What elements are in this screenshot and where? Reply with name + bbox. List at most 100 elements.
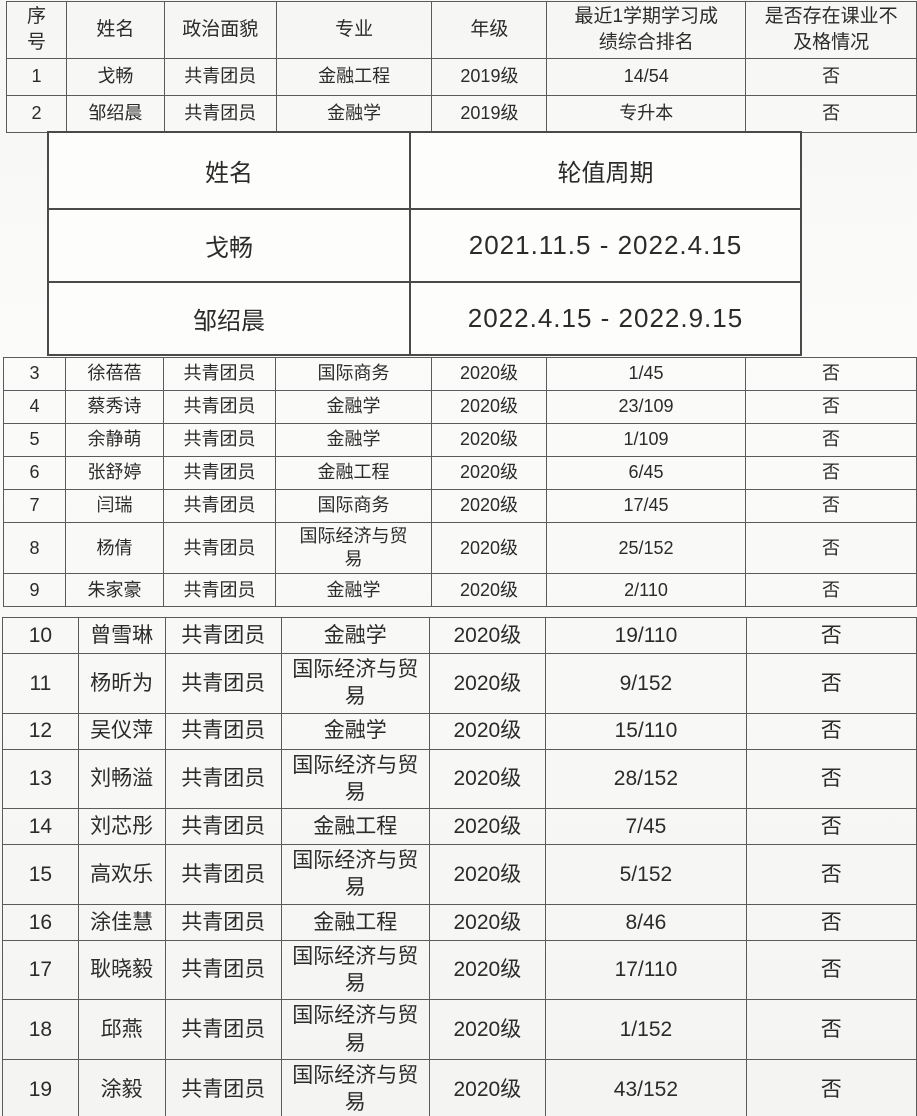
roster-header-row: 序 号 姓名 政治面貌 专业 年级 最近1学期学习成 绩综合排名 是否存在课业不… <box>6 1 917 59</box>
cell-grade: 2020级 <box>431 423 547 457</box>
cell-major: 金融学 <box>275 573 432 608</box>
cell-seq: 16 <box>2 903 79 941</box>
cell-grade: 2020级 <box>431 390 547 424</box>
cell-seq: 2 <box>6 95 67 133</box>
cell-rank: 5/152 <box>545 844 747 905</box>
cell-name: 邹绍晨 <box>65 95 165 133</box>
cell-seq: 15 <box>2 844 79 905</box>
cell-political-status: 共青团员 <box>163 489 276 523</box>
cell-political-status: 共青团员 <box>163 423 276 457</box>
cell-seq: 13 <box>2 748 79 810</box>
table-row: 19 涂毅 共青团员 国际经济与贸 易 2020级 43/152 否 <box>2 1058 917 1116</box>
cell-rank: 14/54 <box>546 58 747 96</box>
cell-name: 杨倩 <box>65 521 164 575</box>
cell-rank: 19/110 <box>545 617 747 654</box>
cell-grade: 2020级 <box>431 357 547 391</box>
header-cell-political: 政治面貌 <box>163 1 277 59</box>
cell-major: 国际经济与贸 易 <box>281 1058 430 1116</box>
cell-fail-status: 否 <box>745 712 917 750</box>
cell-fail-status: 否 <box>745 357 917 391</box>
table-row: 6 张舒婷 共青团员 金融工程 2020级 6/45 否 <box>3 456 917 490</box>
cell-grade: 2020级 <box>428 653 547 714</box>
cell-fail-status: 否 <box>745 390 917 424</box>
table-row: 5 余静萌 共青团员 金融学 2020级 1/109 否 <box>3 423 917 457</box>
cell-grade: 2020级 <box>428 712 547 750</box>
cell-rank: 17/110 <box>545 939 747 1001</box>
cell-rank: 15/110 <box>545 712 747 750</box>
table-row: 11 杨昕为 共青团员 国际经济与贸 易 2020级 9/152 否 <box>2 653 917 714</box>
duty-cell-name: 戈畅 <box>47 208 411 283</box>
cell-seq: 4 <box>3 390 66 424</box>
cell-fail-status: 否 <box>745 939 917 1001</box>
cell-fail-status: 否 <box>745 95 917 133</box>
cell-political-status: 共青团员 <box>164 712 283 750</box>
cell-major: 国际经济与贸 易 <box>281 653 430 714</box>
cell-major: 金融工程 <box>281 903 430 941</box>
table-row: 12 吴仪萍 共青团员 金融学 2020级 15/110 否 <box>2 712 917 750</box>
cell-political-status: 共青团员 <box>164 939 283 1001</box>
cell-seq: 1 <box>6 58 67 96</box>
table-row: 13 刘畅溢 共青团员 国际经济与贸 易 2020级 28/152 否 <box>2 748 917 810</box>
cell-fail-status: 否 <box>745 653 917 714</box>
cell-name: 曾雪琳 <box>77 617 166 654</box>
cell-seq: 7 <box>3 489 66 523</box>
cell-seq: 9 <box>3 573 66 608</box>
header-cell-major: 专业 <box>275 1 433 59</box>
cell-political-status: 共青团员 <box>164 903 283 941</box>
roster-table-top-fragment: 序 号 姓名 政治面貌 专业 年级 最近1学期学习成 绩综合排名 是否存在课业不… <box>6 1 917 133</box>
cell-rank: 17/45 <box>546 489 746 523</box>
cell-fail-status: 否 <box>745 521 917 575</box>
table-row: 15 高欢乐 共青团员 国际经济与贸 易 2020级 5/152 否 <box>2 844 917 905</box>
cell-political-status: 共青团员 <box>164 653 283 714</box>
cell-major: 金融学 <box>275 423 432 457</box>
cell-fail-status: 否 <box>745 58 917 96</box>
cell-fail-status: 否 <box>745 573 917 608</box>
cell-grade: 2020级 <box>428 748 547 810</box>
cell-rank: 专升本 <box>546 95 747 133</box>
duty-rotation-table: 姓名 轮值周期 戈畅 2021.11.5 - 2022.4.15 邹绍晨 202… <box>47 131 802 356</box>
cell-major: 金融工程 <box>281 808 430 846</box>
header-cell-grade: 年级 <box>431 1 548 59</box>
cell-political-status: 共青团员 <box>163 456 276 490</box>
cell-grade: 2020级 <box>428 1058 547 1116</box>
cell-rank: 23/109 <box>546 390 746 424</box>
duty-header-period: 轮值周期 <box>409 131 802 210</box>
cell-grade: 2020级 <box>428 939 547 1001</box>
cell-grade: 2020级 <box>431 456 547 490</box>
cell-major: 金融工程 <box>275 456 432 490</box>
table-row: 1 戈畅 共青团员 金融工程 2019级 14/54 否 <box>6 58 917 96</box>
cell-fail-status: 否 <box>745 808 917 846</box>
duty-cell-period: 2022.4.15 - 2022.9.15 <box>409 281 802 356</box>
cell-fail-status: 否 <box>745 489 917 523</box>
duty-cell-name: 邹绍晨 <box>47 281 411 356</box>
duty-row: 戈畅 2021.11.5 - 2022.4.15 <box>47 208 802 283</box>
cell-seq: 10 <box>2 617 79 654</box>
cell-name: 闫瑞 <box>65 489 164 523</box>
cell-political-status: 共青团员 <box>164 748 283 810</box>
table-row: 16 涂佳慧 共青团员 金融工程 2020级 8/46 否 <box>2 903 917 941</box>
cell-political-status: 共青团员 <box>164 808 283 846</box>
cell-seq: 5 <box>3 423 66 457</box>
cell-rank: 25/152 <box>546 521 746 575</box>
cell-grade: 2020级 <box>428 903 547 941</box>
duty-row: 邹绍晨 2022.4.15 - 2022.9.15 <box>47 281 802 356</box>
duty-header-name: 姓名 <box>47 131 411 210</box>
cell-grade: 2020级 <box>428 999 547 1060</box>
cell-major: 金融学 <box>281 712 430 750</box>
cell-rank: 1/152 <box>545 999 747 1060</box>
table-row: 9 朱家豪 共青团员 金融学 2020级 2/110 否 <box>3 573 917 608</box>
cell-major: 金融学 <box>275 390 432 424</box>
cell-political-status: 共青团员 <box>164 844 283 905</box>
cell-name: 刘芯彤 <box>77 808 166 846</box>
cell-seq: 3 <box>3 357 66 391</box>
cell-name: 朱家豪 <box>65 573 164 608</box>
header-cell-rank: 最近1学期学习成 绩综合排名 <box>546 1 747 59</box>
cell-rank: 1/109 <box>546 423 746 457</box>
cell-fail-status: 否 <box>745 456 917 490</box>
cell-major: 国际经济与贸 易 <box>281 939 430 1001</box>
roster-table-bottom-fragment: 10 曾雪琳 共青团员 金融学 2020级 19/110 否 11 杨昕为 共青团员 国际经济与贸 … <box>2 617 917 1116</box>
duty-header-row: 姓名 轮值周期 <box>47 131 802 210</box>
cell-major: 金融学 <box>275 95 433 133</box>
cell-grade: 2020级 <box>431 573 547 608</box>
